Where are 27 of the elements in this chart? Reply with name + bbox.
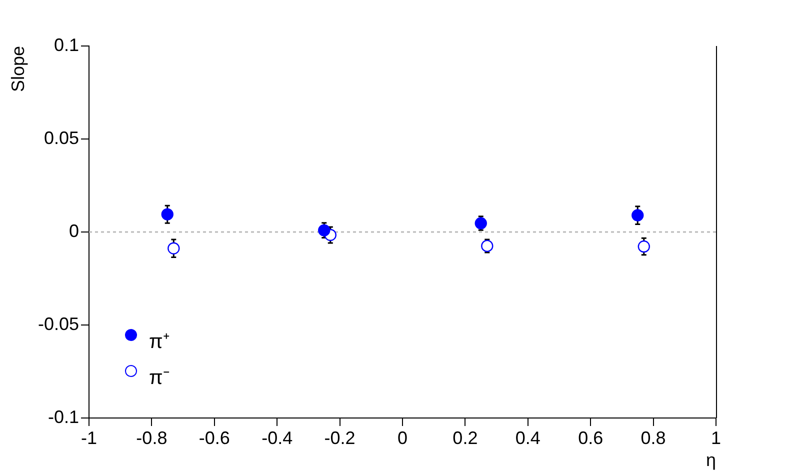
- legend-label: π⁻: [149, 366, 170, 390]
- y-tick-label: 0.05: [44, 128, 79, 148]
- y-tick-label: -0.1: [48, 406, 79, 427]
- y-axis-title: Slope: [8, 46, 28, 92]
- x-tick-label: 0.6: [578, 428, 604, 448]
- x-tick-label: 0: [397, 428, 408, 448]
- x-tick-label: -0.2: [324, 428, 356, 448]
- y-tick-label: 0: [68, 220, 79, 241]
- point: [481, 240, 494, 252]
- x-tick-label: 0.4: [515, 428, 540, 448]
- x-tick-label: -1: [80, 428, 98, 448]
- x-tick-label: 0.8: [640, 428, 666, 448]
- y-tick-label: -0.05: [38, 314, 79, 334]
- point: [168, 242, 180, 254]
- x-tick-label: -0.8: [136, 428, 168, 448]
- x-tick-label: 0.2: [452, 428, 478, 448]
- x-tick-label: -0.6: [198, 428, 230, 448]
- point: [318, 224, 330, 236]
- point: [638, 240, 650, 253]
- point: [161, 208, 174, 220]
- x-tick-label: 1: [710, 428, 722, 448]
- legend-label: π⁺: [149, 330, 170, 354]
- x-axis-title: η: [706, 450, 716, 470]
- y-tick-label: 0.1: [54, 34, 79, 55]
- point: [632, 209, 644, 222]
- x-tick-label: -0.4: [262, 428, 293, 448]
- point: [474, 217, 487, 230]
